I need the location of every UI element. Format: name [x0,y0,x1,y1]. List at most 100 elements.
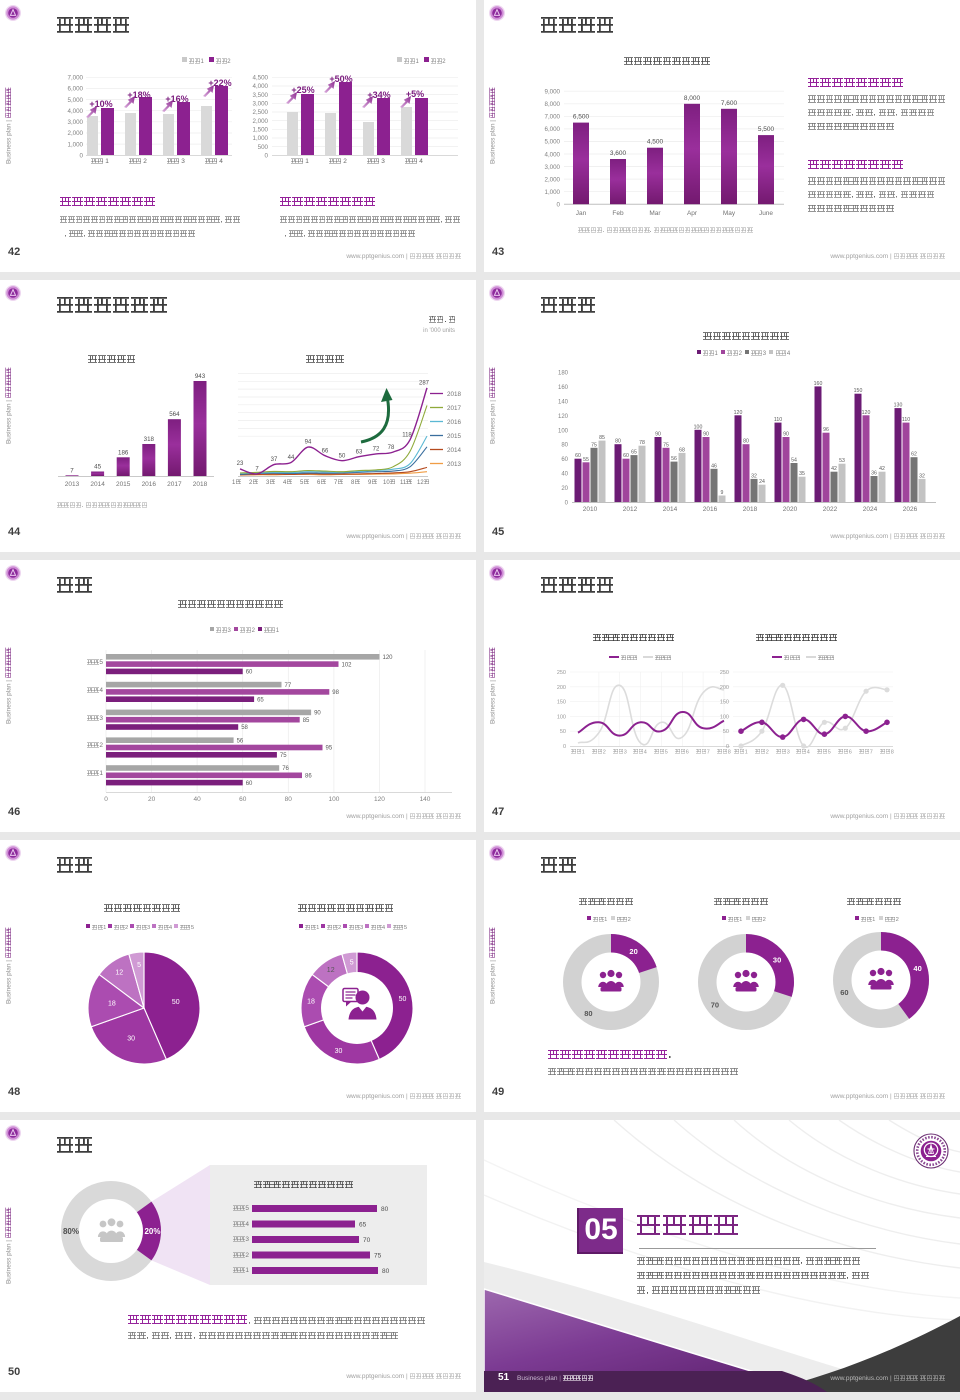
svg-text:Jan: Jan [576,210,587,217]
svg-text:20: 20 [561,486,568,492]
svg-text:3,500: 3,500 [253,92,269,99]
svg-text:0: 0 [565,501,569,507]
svg-text:250: 250 [720,670,729,676]
svg-text:250: 250 [557,670,566,676]
svg-text:0: 0 [104,796,108,803]
svg-text:50: 50 [172,999,180,1006]
svg-text:20%: 20% [144,1227,160,1236]
svg-text:9: 9 [721,490,724,496]
svg-text:140: 140 [420,796,431,803]
svg-text:2,000: 2,000 [545,176,561,183]
svg-text:80: 80 [561,443,568,449]
svg-text:60: 60 [623,453,629,459]
svg-text:53: 53 [839,458,845,464]
svg-text:58: 58 [241,725,248,731]
svg-text:65: 65 [631,450,637,456]
svg-text:30: 30 [127,1035,135,1042]
svg-text:90: 90 [703,432,709,438]
svg-text:100: 100 [328,796,339,803]
svg-text:+16%: +16% [165,94,188,104]
svg-text:90: 90 [314,711,321,717]
svg-text:943: 943 [195,373,206,380]
svg-text:5: 5 [137,962,141,969]
svg-text:100: 100 [558,428,569,434]
svg-text:46: 46 [711,463,717,469]
svg-text:30: 30 [335,1048,343,1055]
svg-text:36: 36 [871,471,877,477]
svg-text:45: 45 [94,464,101,471]
svg-text:7: 7 [255,467,259,473]
svg-text:100: 100 [720,714,729,720]
svg-text:50: 50 [399,996,407,1003]
svg-text:62: 62 [911,452,917,458]
svg-text:95: 95 [326,746,333,752]
svg-text:96: 96 [823,427,829,433]
svg-text:+34%: +34% [367,90,390,100]
svg-text:120: 120 [734,410,743,416]
svg-text:186: 186 [118,449,129,456]
svg-text:7,600: 7,600 [721,100,738,107]
svg-text:150: 150 [854,388,863,394]
svg-text:2017: 2017 [447,405,462,412]
svg-text:118: 118 [402,433,412,439]
svg-text:5,000: 5,000 [545,139,561,146]
svg-text:32: 32 [751,473,757,479]
svg-text:180: 180 [558,371,569,377]
svg-text:65: 65 [359,1222,367,1229]
svg-text:4,000: 4,000 [68,108,84,115]
svg-text:35: 35 [799,471,805,477]
svg-text:60: 60 [246,670,253,676]
svg-text:5,500: 5,500 [758,126,775,133]
svg-text:Apr: Apr [687,210,698,217]
svg-text:3,600: 3,600 [610,150,627,157]
svg-text:60: 60 [246,781,253,787]
svg-text:4,000: 4,000 [545,151,561,158]
svg-text:44: 44 [288,455,295,461]
svg-text:37: 37 [271,457,278,463]
svg-text:2020: 2020 [783,506,798,513]
svg-text:78: 78 [639,440,645,446]
svg-text:75: 75 [663,442,669,448]
svg-text:50: 50 [723,729,729,735]
svg-text:4,500: 4,500 [647,139,664,146]
svg-text:+18%: +18% [127,90,150,100]
svg-text:500: 500 [258,144,269,151]
svg-text:+10%: +10% [89,99,112,109]
svg-text:200: 200 [557,685,566,691]
svg-text:2,000: 2,000 [253,118,269,125]
svg-text:76: 76 [282,766,289,772]
svg-text:60: 60 [561,457,568,463]
svg-text:0: 0 [726,744,729,750]
svg-text:4,000: 4,000 [253,83,269,90]
svg-text:2016: 2016 [142,481,157,488]
svg-text:0: 0 [563,744,566,750]
svg-text:56: 56 [237,738,244,744]
svg-text:5,000: 5,000 [68,97,84,104]
svg-text:90: 90 [655,432,661,438]
svg-text:2015: 2015 [447,433,462,440]
svg-text:40: 40 [561,472,568,478]
svg-text:2022: 2022 [823,506,838,513]
svg-text:23: 23 [237,461,244,467]
svg-text:40: 40 [193,796,201,803]
svg-text:+50%: +50% [329,74,352,84]
svg-text:50: 50 [560,729,566,735]
svg-text:160: 160 [814,381,823,387]
svg-text:2017: 2017 [167,481,182,488]
svg-text:56: 56 [671,456,677,462]
svg-text:4,500: 4,500 [253,75,269,82]
svg-text:70: 70 [363,1237,371,1244]
svg-text:100: 100 [557,714,566,720]
svg-text:7,000: 7,000 [545,114,561,121]
svg-text:9,000: 9,000 [545,89,561,96]
svg-text:2013: 2013 [447,461,462,468]
svg-text:2014: 2014 [90,481,105,488]
svg-text:86: 86 [305,774,312,780]
svg-text:102: 102 [342,662,353,668]
svg-text:120: 120 [374,796,385,803]
svg-text:70: 70 [711,1001,719,1010]
svg-text:120: 120 [383,655,394,661]
svg-text:287: 287 [419,381,430,387]
svg-text:54: 54 [791,458,797,464]
svg-text:130: 130 [894,403,903,409]
